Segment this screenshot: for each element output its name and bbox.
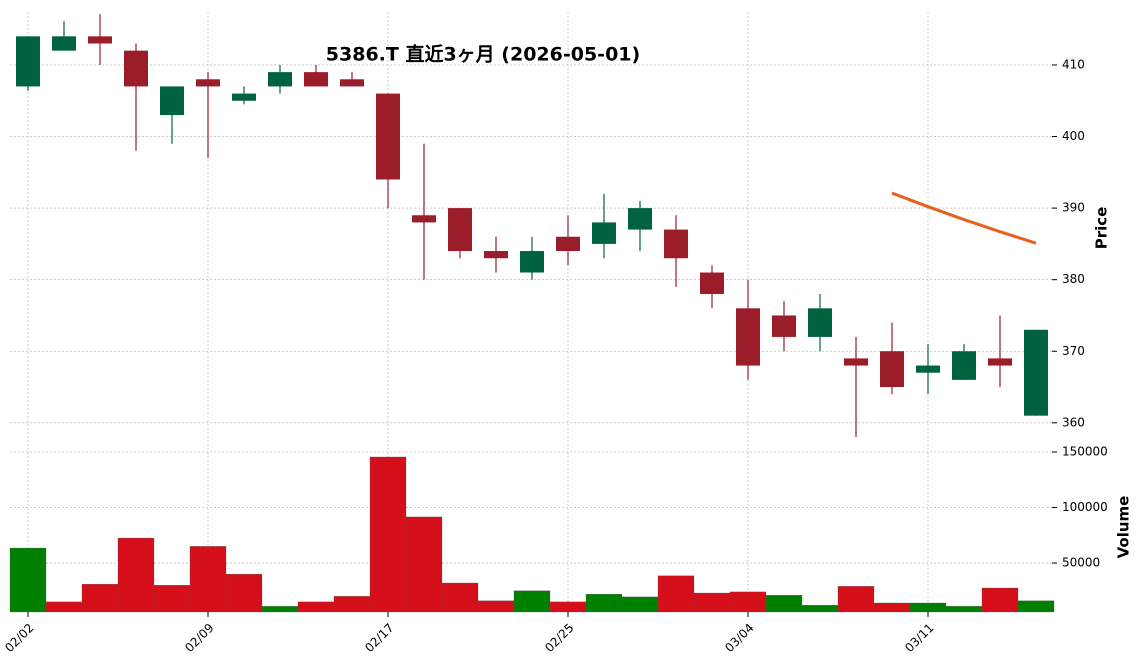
candle-body	[412, 215, 436, 223]
candle-body	[16, 36, 40, 87]
volume-bar	[909, 602, 947, 613]
candle-body	[988, 358, 1012, 366]
y-tick-label: 100000	[1062, 500, 1108, 514]
volume-bar	[189, 546, 227, 613]
volume-bar	[9, 547, 47, 613]
volume-bar	[693, 592, 731, 613]
volume-bar	[801, 605, 839, 613]
volume-bar	[153, 585, 191, 613]
candle-body	[952, 351, 976, 380]
y-tick-label: 410	[1062, 57, 1085, 71]
volume-bar	[1017, 600, 1055, 613]
volume-bar	[981, 587, 1019, 613]
x-tick-label: 02/17	[362, 621, 396, 655]
y-tick-label: 400	[1062, 129, 1085, 143]
volume-bar	[405, 516, 443, 613]
y-tick-label: 390	[1062, 201, 1085, 215]
x-tick-label: 02/02	[2, 621, 36, 655]
volume-bar	[297, 601, 335, 613]
volume-bar	[369, 456, 407, 613]
candle-body	[664, 229, 688, 259]
moving-average-line	[891, 191, 1037, 245]
volume-bar	[837, 586, 875, 613]
candle-body	[268, 72, 292, 87]
volume-bar	[945, 606, 983, 613]
candle-body	[1024, 329, 1048, 416]
candle-body	[628, 208, 652, 230]
y-tick-label: 360	[1062, 415, 1085, 429]
volume-bar	[441, 582, 479, 613]
y-axis-label: Price	[1093, 207, 1111, 250]
volume-bar	[225, 573, 263, 613]
x-tick-label: 03/04	[722, 621, 756, 655]
volume-bar	[729, 591, 767, 613]
candle-body	[160, 86, 184, 116]
y-tick-label: 370	[1062, 344, 1085, 358]
y-tick-label: 50000	[1062, 556, 1100, 570]
x-tick-label: 02/25	[542, 621, 576, 655]
candle-body	[880, 351, 904, 388]
candle-body	[448, 208, 472, 252]
y-tick-label: 150000	[1062, 444, 1108, 458]
candle-body	[556, 236, 580, 252]
volume-bar	[621, 596, 659, 613]
volume-bar	[765, 595, 803, 613]
candle-body	[88, 36, 112, 44]
candle-body	[808, 308, 832, 337]
candle-body	[340, 79, 364, 87]
volume-bar	[657, 575, 695, 613]
candle-body	[376, 93, 400, 180]
candle-body	[772, 315, 796, 337]
x-tick-label: 02/09	[182, 621, 216, 655]
volume-bar	[513, 590, 551, 613]
volume-bar	[549, 601, 587, 613]
y-tick-label: 380	[1062, 272, 1085, 286]
volume-bar	[117, 537, 155, 613]
volume-bar	[81, 583, 119, 613]
candle-body	[592, 222, 616, 244]
candle-body	[304, 72, 328, 87]
candle-body	[916, 365, 940, 373]
volume-axis-label: Volume	[1115, 496, 1133, 559]
candle-body	[196, 79, 220, 87]
chart-title: 5386.T 直近3ヶ月 (2026-05-01)	[326, 43, 640, 66]
x-tick-label: 03/11	[902, 621, 936, 655]
candle-body	[232, 93, 256, 101]
volume-bar	[45, 601, 83, 613]
volume-bar	[873, 602, 911, 613]
candle-body	[520, 251, 544, 273]
candle-body	[52, 36, 76, 51]
volume-bar	[261, 606, 299, 613]
volume-bar	[477, 600, 515, 613]
volume-bar	[585, 593, 623, 613]
volume-bar	[333, 596, 371, 613]
candle-body	[124, 50, 148, 87]
candle-body	[844, 358, 868, 366]
candle-body	[736, 308, 760, 366]
candle-body	[484, 251, 508, 259]
candle-body	[700, 272, 724, 294]
